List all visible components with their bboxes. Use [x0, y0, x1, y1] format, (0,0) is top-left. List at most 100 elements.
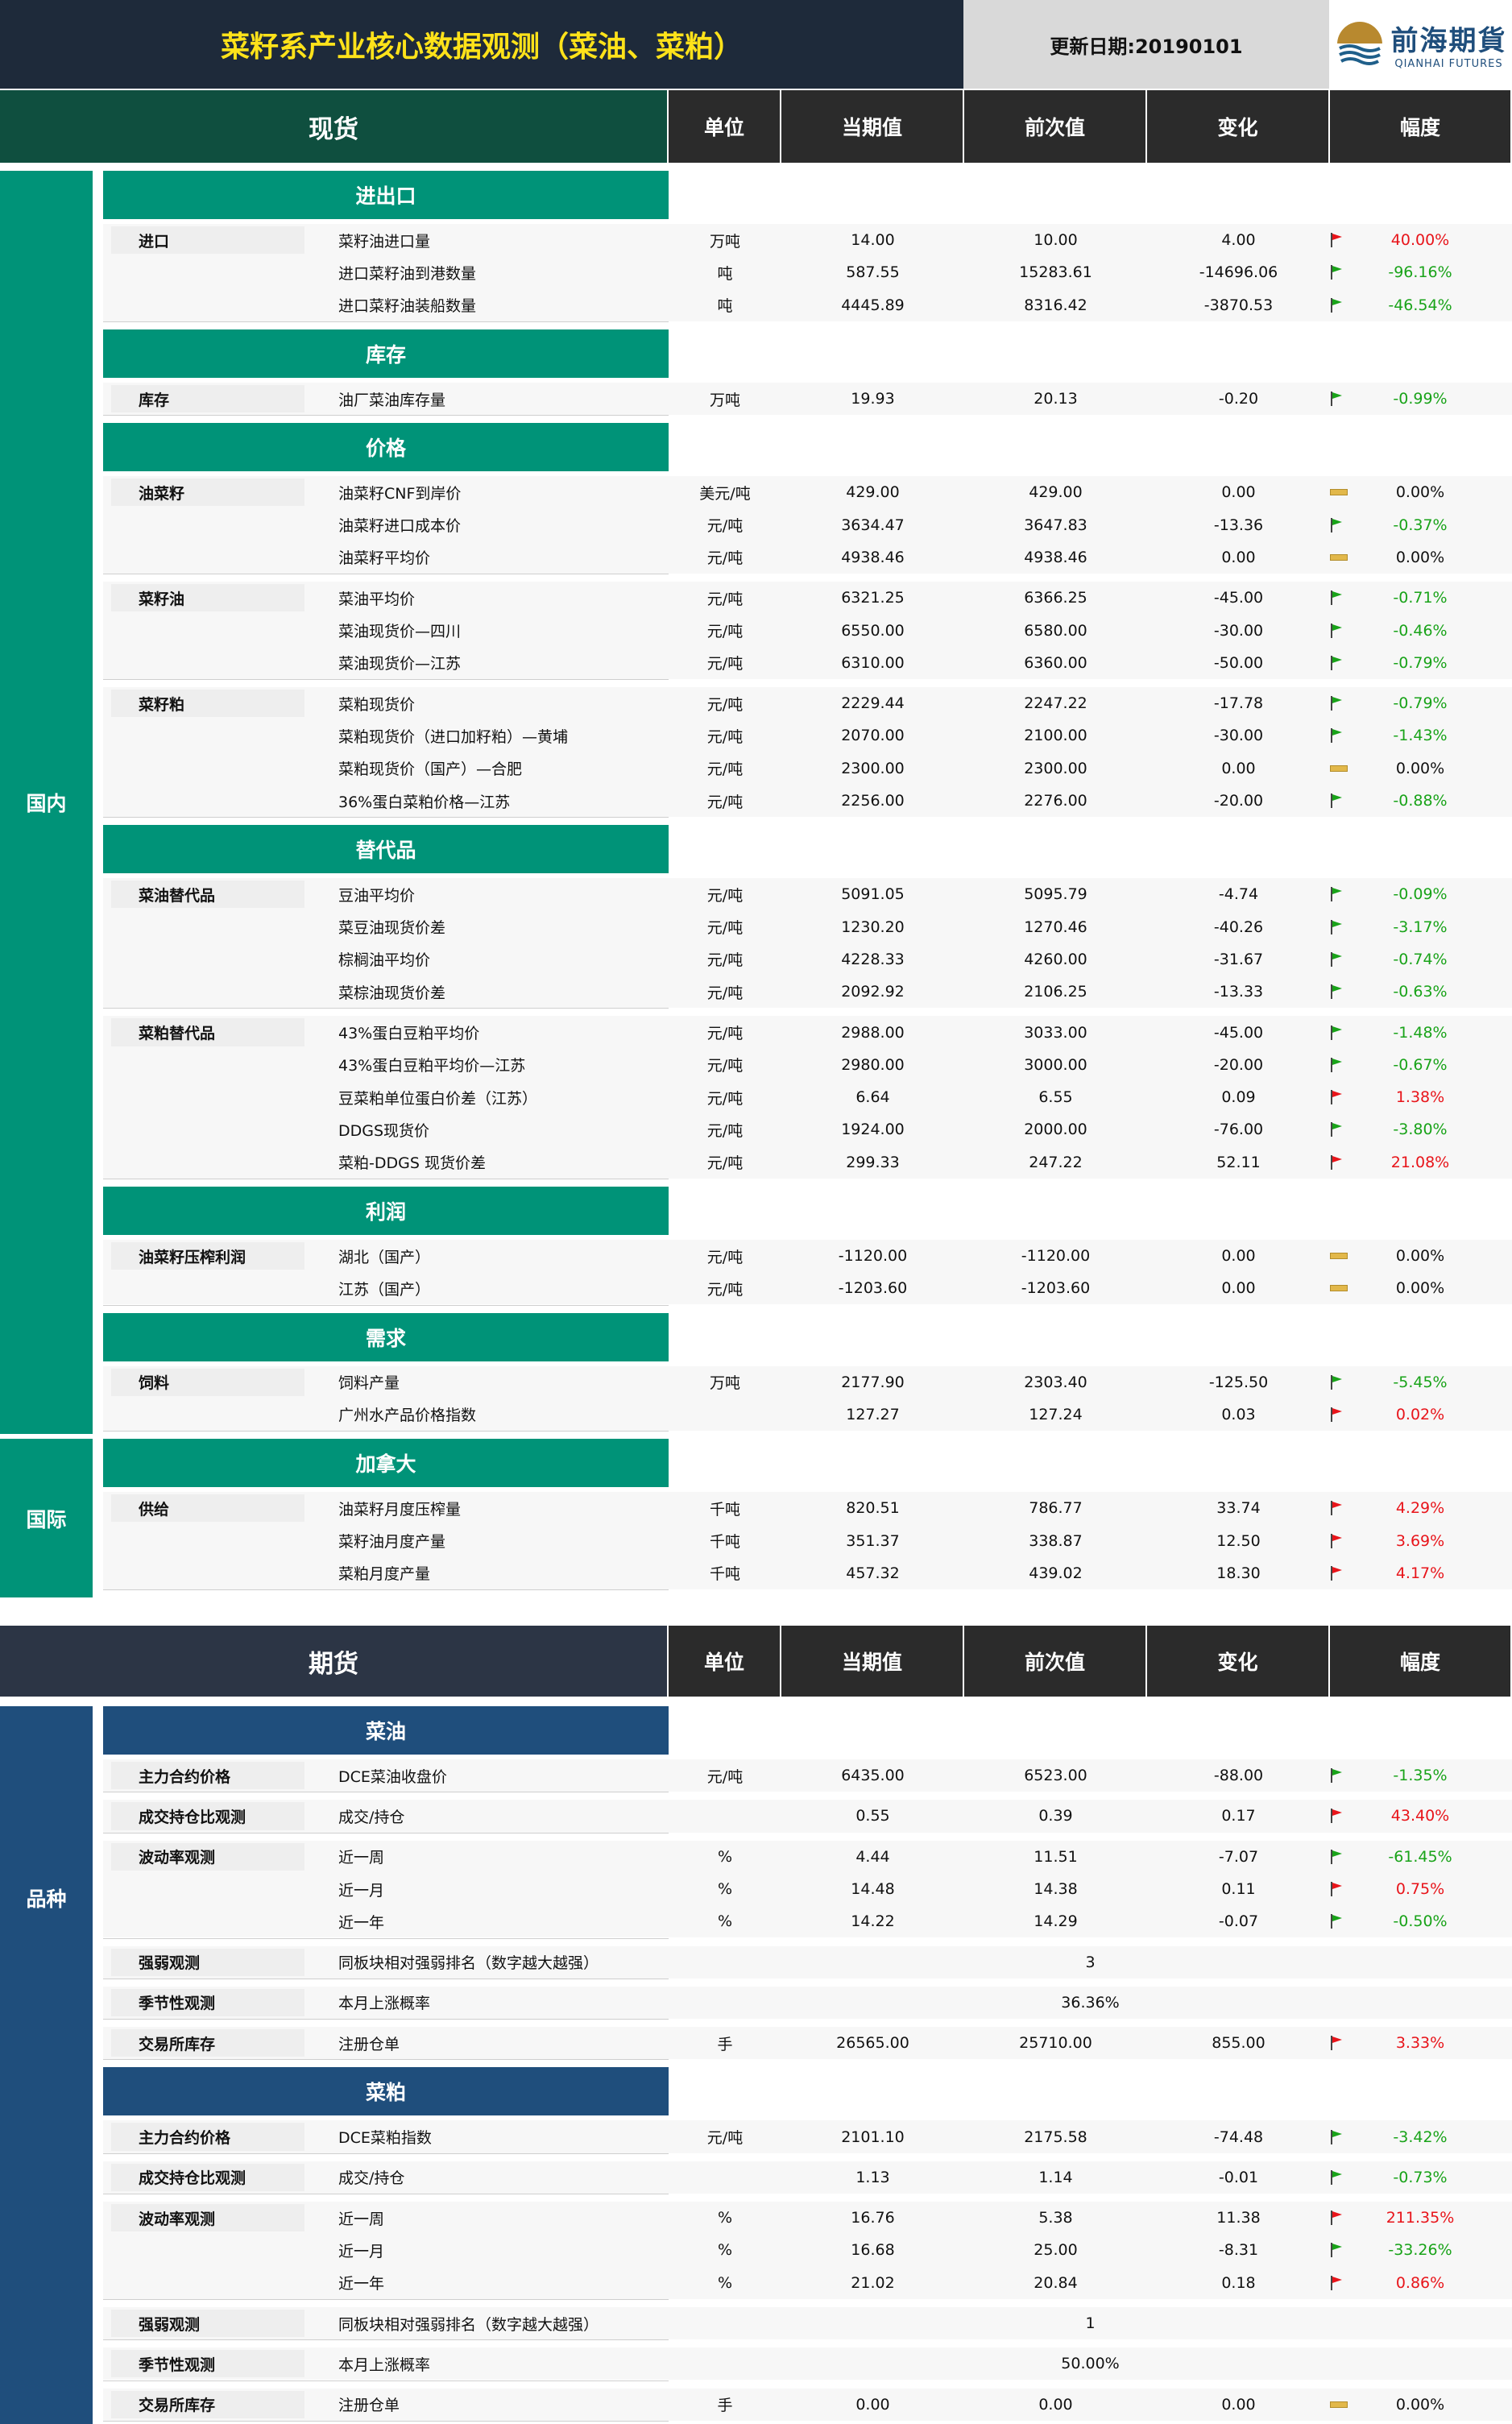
- row-unit: 手: [717, 2035, 733, 2053]
- row-current-value: 16.76: [851, 2209, 895, 2227]
- row-item-name: 湖北（国产）: [338, 1248, 431, 1266]
- row-change-value: -13.36: [1213, 516, 1264, 534]
- logo-cn-text: 前海期貨: [1390, 25, 1507, 57]
- red-flag-icon: [1331, 2211, 1342, 2226]
- row-unit: 元/吨: [706, 1280, 744, 1299]
- row-change-value: 0.00: [1221, 483, 1256, 502]
- row-previous-value: 4938.46: [1024, 548, 1087, 566]
- row-percent-change: -3.17%: [1393, 918, 1448, 936]
- row-percent-change: -0.99%: [1393, 390, 1448, 408]
- row-percent-change: -0.37%: [1393, 516, 1448, 534]
- row-current-value: 3634.47: [841, 516, 905, 534]
- group-divider: [103, 2059, 669, 2061]
- group-divider: [103, 1937, 669, 1939]
- group-background: [103, 382, 1512, 416]
- row-percent-change: 43.40%: [1390, 1807, 1450, 1825]
- group-label: 菜粕替代品: [111, 1018, 304, 1046]
- row-percent-change: -0.73%: [1393, 2168, 1448, 2186]
- row-previous-value: 8316.42: [1024, 296, 1087, 314]
- row-current-value: 2070.00: [841, 727, 905, 745]
- group-background: [103, 2161, 1512, 2194]
- row-change-value: 4.00: [1221, 231, 1256, 250]
- green-flag-icon: [1331, 2243, 1342, 2258]
- row-item-name: 江苏（国产）: [338, 1280, 431, 1299]
- row-change-value: -125.50: [1208, 1373, 1269, 1391]
- logo-emblem-icon: [1336, 22, 1382, 68]
- spot-header-pct: 幅度: [1330, 90, 1510, 163]
- row-item-name: 广州水产品价格指数: [338, 1407, 477, 1425]
- row-percent-change: -46.54%: [1388, 296, 1452, 314]
- row-item-name: DCE菜粕指数: [338, 2129, 432, 2148]
- green-flag-icon: [1331, 919, 1342, 934]
- row-previous-value: 2303.40: [1024, 1373, 1087, 1391]
- green-flag-icon: [1331, 2129, 1342, 2144]
- row-previous-value: 20.13: [1034, 390, 1078, 408]
- row-change-value: -76.00: [1213, 1121, 1264, 1139]
- row-change-value: -30.00: [1213, 727, 1264, 745]
- section-futures-1: 菜粕: [103, 2067, 669, 2116]
- green-flag-icon: [1331, 590, 1342, 606]
- row-percent-change: -0.88%: [1393, 792, 1448, 810]
- row-change-value: -14696.06: [1199, 263, 1278, 282]
- variety-side-label: 品种: [0, 1706, 93, 2424]
- red-flag-icon: [1331, 1809, 1342, 1824]
- row-change-value: 0.00: [1221, 759, 1256, 777]
- row-percent-change: 0.00%: [1395, 483, 1445, 502]
- row-change-value: -3870.53: [1203, 296, 1274, 314]
- row-current-value: 4938.46: [841, 548, 905, 566]
- row-change-value: 0.00: [1221, 2395, 1256, 2414]
- row-change-value: -74.48: [1213, 2128, 1264, 2146]
- row-previous-value: -1120.00: [1021, 1247, 1091, 1266]
- row-unit: 元/吨: [706, 1767, 744, 1786]
- red-flag-icon: [1331, 1501, 1342, 1516]
- row-unit: 千吨: [709, 1500, 740, 1519]
- futures-header-previous: 前次值: [964, 1626, 1145, 1697]
- row-previous-value: 247.22: [1029, 1153, 1083, 1171]
- group-label: 进口: [111, 226, 304, 255]
- green-flag-icon: [1331, 793, 1342, 809]
- green-flag-icon: [1331, 1849, 1342, 1864]
- row-previous-value: 2175.58: [1024, 2128, 1087, 2146]
- row-current-value: 4.44: [855, 1847, 890, 1866]
- row-unit: 元/吨: [706, 1248, 744, 1266]
- row-current-value: 14.00: [851, 231, 895, 250]
- row-item-name: 油厂菜油库存量: [338, 391, 446, 409]
- group-background: [103, 582, 1512, 679]
- row-change-value: -0.01: [1218, 2168, 1259, 2186]
- row-unit: 元/吨: [706, 984, 744, 1002]
- flat-bar-icon: [1330, 1253, 1348, 1260]
- row-current-value: 2177.90: [841, 1373, 905, 1391]
- row-percent-change: -33.26%: [1388, 2241, 1452, 2260]
- red-flag-icon: [1331, 2275, 1342, 2290]
- row-item-name: 近一周: [338, 1849, 385, 1867]
- group-divider: [103, 1589, 669, 1590]
- row-unit: 万吨: [709, 391, 740, 409]
- row-current-value: 19.93: [851, 390, 895, 408]
- group-label: 波动率观测: [111, 1842, 304, 1871]
- row-percent-change: -0.63%: [1393, 983, 1448, 1001]
- red-flag-icon: [1331, 1565, 1342, 1581]
- row-item-name: 同板块相对强弱排名（数字越大越强）: [338, 1954, 599, 1973]
- row-item-name: 菜棕油现货价差: [338, 984, 446, 1002]
- green-flag-icon: [1331, 655, 1342, 670]
- futures-header-unit: 单位: [669, 1626, 780, 1697]
- row-current-value: 0.55: [855, 1807, 890, 1825]
- group-label: 主力合约价格: [111, 1762, 304, 1790]
- row-change-value: 0.17: [1221, 1807, 1256, 1825]
- row-unit: 元/吨: [706, 549, 744, 568]
- row-change-value: 0.00: [1221, 548, 1256, 566]
- row-percent-change: 0.00%: [1395, 1247, 1445, 1266]
- group-label: 供给: [111, 1494, 304, 1523]
- row-percent-change: -1.48%: [1393, 1023, 1448, 1042]
- futures-header-current: 当期值: [781, 1626, 963, 1697]
- row-percent-change: -0.79%: [1393, 694, 1448, 713]
- group-label: 波动率观测: [111, 2204, 304, 2232]
- row-unit: 元/吨: [706, 1025, 744, 1043]
- row-item-name: 成交/持仓: [338, 1808, 405, 1826]
- row-change-value: -30.00: [1213, 621, 1264, 640]
- row-percent-change: -0.46%: [1393, 621, 1448, 640]
- row-previous-value: 786.77: [1029, 1499, 1083, 1518]
- green-flag-icon: [1331, 1768, 1342, 1784]
- row-item-name: 注册仓单: [338, 2397, 400, 2415]
